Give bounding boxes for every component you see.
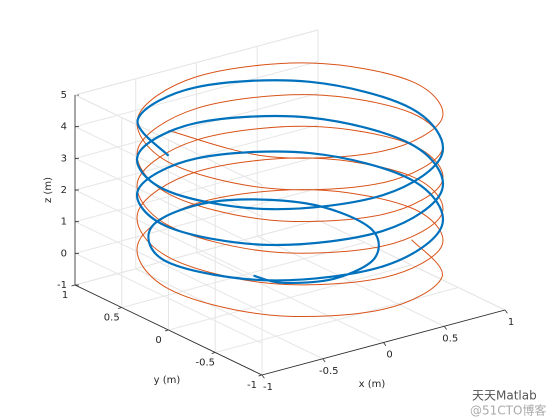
x-tick-label: 0 <box>386 350 392 361</box>
grid-line <box>168 264 412 331</box>
box-edge <box>74 29 319 96</box>
x-tick <box>504 309 508 314</box>
z-tick-label: 0 <box>61 248 67 259</box>
x-axis-label: x (m) <box>359 379 386 390</box>
grid-line <box>74 92 319 159</box>
y-tick-label: -0.5 <box>195 358 215 369</box>
z-tick-label: 2 <box>61 185 67 196</box>
x-tick <box>261 374 265 379</box>
y-tick-label: 0 <box>155 335 161 346</box>
z-tick-label: -1 <box>57 280 67 291</box>
z-tick-label: 3 <box>61 153 67 164</box>
x-tick-label: 1 <box>508 317 514 328</box>
x-tick <box>383 342 387 347</box>
x-axis <box>261 309 506 376</box>
y-axis <box>74 284 263 376</box>
y-tick <box>71 284 76 287</box>
grid-line <box>215 287 459 353</box>
grid-line <box>121 242 365 308</box>
grid-line <box>74 252 263 344</box>
z-tick-label: 1 <box>61 217 67 228</box>
grid-line <box>74 219 319 286</box>
box-edge <box>74 94 263 186</box>
x-tick-label: -0.5 <box>319 366 339 377</box>
z-tick-label: 5 <box>61 90 67 101</box>
helix-line <box>135 79 445 285</box>
x-tick <box>443 326 447 330</box>
watermark: 天天Matlab <box>472 389 537 403</box>
grid-line <box>74 156 319 223</box>
z-axis-label: z (m) <box>43 177 54 203</box>
grid-line <box>74 157 263 249</box>
y-tick-label: -1 <box>247 380 257 391</box>
y-tick-label: 1 <box>62 290 68 301</box>
grid-line <box>74 189 263 281</box>
watermark: @51CTO博客 <box>470 403 546 418</box>
z-tick-label: 4 <box>61 122 67 133</box>
x-tick-label: -1 <box>263 382 273 393</box>
box-edge <box>317 219 506 311</box>
x-tick <box>322 358 326 363</box>
y-tick-label: 0.5 <box>104 313 120 324</box>
grid-line <box>74 221 263 313</box>
x-tick-label: 0.5 <box>442 333 458 344</box>
y-axis-label: y (m) <box>154 375 181 386</box>
grid-line <box>74 61 319 128</box>
grid-line <box>74 126 263 218</box>
